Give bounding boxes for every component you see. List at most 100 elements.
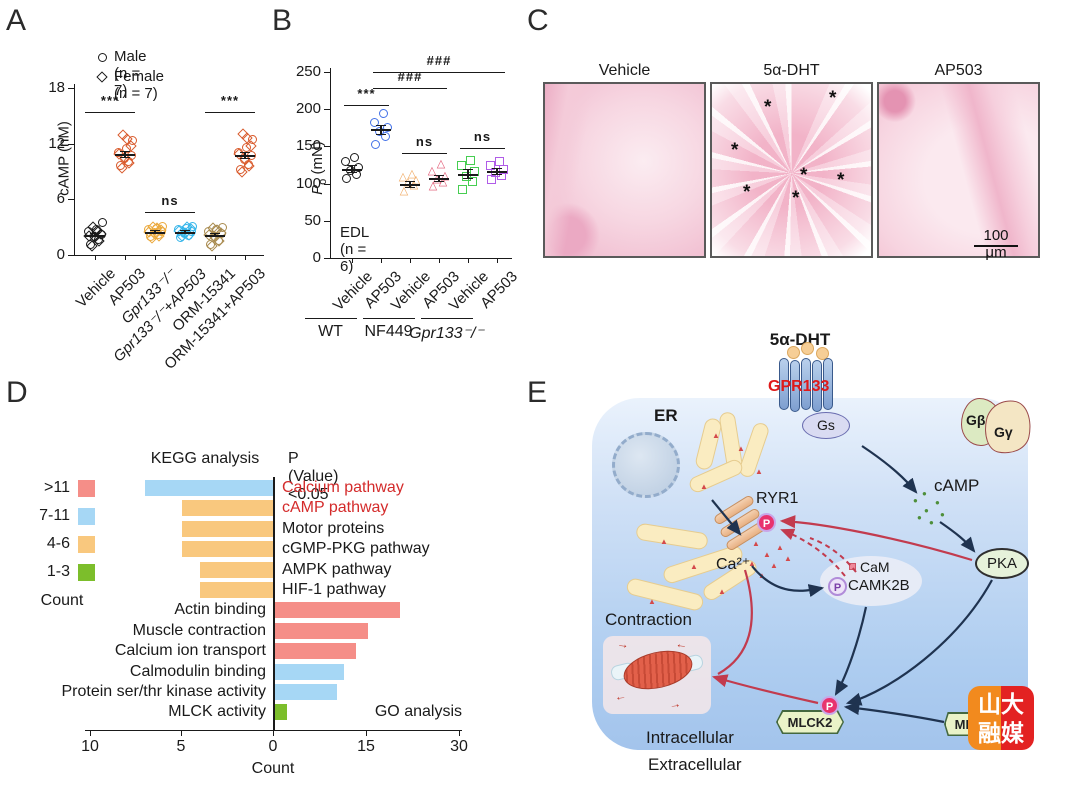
sem-whisker bbox=[244, 151, 246, 159]
cam-label: CaM bbox=[860, 559, 890, 575]
x-tick bbox=[468, 258, 469, 263]
x-tick bbox=[90, 730, 91, 736]
data-point-circle bbox=[341, 173, 351, 183]
data-point-triangle: △ bbox=[427, 165, 437, 178]
panel-b-label: B bbox=[272, 4, 293, 37]
y-tick-label: 150 bbox=[295, 137, 321, 155]
data-point-circle bbox=[217, 222, 227, 232]
go-caption: GO analysis bbox=[374, 703, 462, 721]
legend-swatch bbox=[78, 536, 95, 553]
y-axis-title: cAMP (nM) bbox=[55, 121, 73, 196]
significance-line bbox=[145, 212, 195, 214]
data-point-circle bbox=[369, 118, 379, 128]
y-axis bbox=[74, 84, 75, 255]
kegg-bar bbox=[181, 520, 273, 537]
sem-cap bbox=[434, 175, 444, 177]
data-point-triangle: △ bbox=[436, 157, 446, 170]
y-tick-label: 0 bbox=[56, 246, 65, 263]
sem-cap bbox=[240, 151, 250, 153]
extracellular-label: Extracellular bbox=[648, 755, 742, 774]
go-bar-label: MLCK activity bbox=[168, 703, 266, 721]
data-point-circle bbox=[241, 142, 251, 152]
receptor-helix-icon bbox=[790, 360, 800, 412]
sem-whisker bbox=[124, 151, 126, 157]
receptor-label: GPR133 bbox=[768, 378, 830, 395]
kegg-bar bbox=[181, 500, 273, 517]
data-point-circle bbox=[349, 153, 359, 163]
x-tick-label: 5 bbox=[176, 738, 186, 755]
kegg-bar-label: cAMP pathway bbox=[282, 499, 389, 517]
x-tick bbox=[381, 258, 382, 263]
data-point-circle bbox=[157, 221, 167, 231]
data-point-square bbox=[457, 185, 467, 195]
data-point-triangle: △ bbox=[398, 171, 408, 184]
ligand-label: 5α-DHT bbox=[769, 330, 831, 349]
watermark-logo-line1: 山大 bbox=[978, 691, 1024, 717]
sem-cap bbox=[210, 232, 220, 234]
kegg-title: KEGG analysis bbox=[150, 450, 260, 467]
zero-axis bbox=[273, 477, 275, 730]
x-tick bbox=[352, 258, 353, 263]
ylabel-unit: (mN) bbox=[309, 141, 326, 179]
kegg-bar-label: HIF-1 pathway bbox=[282, 581, 387, 598]
y-tick bbox=[324, 109, 330, 111]
sem-cap bbox=[150, 233, 160, 235]
data-point-circle bbox=[97, 52, 107, 62]
y-axis bbox=[330, 68, 331, 258]
kegg-bar-label: AMPK pathway bbox=[282, 560, 392, 578]
x-tick bbox=[181, 730, 182, 736]
mlck2-enzyme: MLCK2 bbox=[776, 710, 844, 734]
data-point-triangle: △ bbox=[407, 168, 417, 181]
group-underline bbox=[420, 318, 473, 319]
y-tick-label: 250 bbox=[295, 63, 321, 80]
histology-image-dht: * * * * * * * bbox=[710, 82, 873, 258]
data-point-circle bbox=[127, 136, 137, 146]
sem-whisker bbox=[94, 232, 96, 237]
y-tick bbox=[68, 88, 74, 89]
kegg-bar bbox=[199, 561, 273, 578]
significance-line bbox=[402, 153, 447, 155]
kegg-bar-label: Calcium pathway bbox=[282, 479, 404, 496]
go-bar-label: Actin binding bbox=[174, 601, 266, 619]
y-tick bbox=[324, 72, 330, 73]
data-point-circle bbox=[113, 148, 123, 158]
sem-cap bbox=[405, 186, 415, 188]
x-axis bbox=[74, 255, 264, 256]
data-point-circle bbox=[345, 166, 355, 176]
data-point-circle bbox=[85, 240, 95, 250]
asterisk-mark: * bbox=[731, 140, 739, 161]
kegg-bar-label: Motor proteins bbox=[282, 519, 385, 537]
significance-label: ns bbox=[415, 134, 434, 150]
sem-cap bbox=[90, 232, 100, 234]
legend-range-label: 4-6 bbox=[46, 535, 70, 552]
panel-d-label: D bbox=[6, 376, 28, 409]
go-bar-label: Calcium ion transport bbox=[114, 642, 266, 660]
y-tick bbox=[324, 183, 330, 185]
y-tick-label: 18 bbox=[48, 79, 65, 96]
asterisk-mark: * bbox=[800, 165, 808, 186]
group-underline bbox=[304, 318, 357, 319]
x-tick bbox=[185, 255, 186, 260]
scale-bar-label: 100 μm bbox=[983, 227, 1009, 261]
significance-line bbox=[85, 112, 135, 114]
significance-label: *** bbox=[220, 93, 240, 109]
go-bar-label: Muscle contraction bbox=[132, 621, 266, 639]
edl-annotation: EDL (n = 6) bbox=[340, 224, 369, 275]
sem-whisker bbox=[438, 175, 440, 182]
x-tick-label: 0 bbox=[268, 738, 278, 755]
asterisk-mark: * bbox=[743, 182, 751, 203]
legend-range-label: 1-3 bbox=[46, 563, 70, 580]
y-tick-label: 200 bbox=[295, 100, 321, 118]
sem-cap bbox=[180, 233, 190, 235]
ligand-molecule-icon bbox=[787, 346, 800, 359]
y-tick-label: 12 bbox=[48, 134, 65, 152]
receptor-helix-icon bbox=[801, 358, 811, 410]
data-point-circle bbox=[370, 140, 380, 150]
y-tick-label: 0 bbox=[312, 249, 321, 266]
go-bar bbox=[275, 663, 344, 680]
y-tick bbox=[68, 143, 74, 145]
sem-whisker bbox=[154, 230, 156, 234]
er-label: ER bbox=[654, 406, 678, 425]
camk2b-phospho-badge: P bbox=[828, 577, 847, 596]
asterisk-mark: * bbox=[792, 188, 800, 209]
